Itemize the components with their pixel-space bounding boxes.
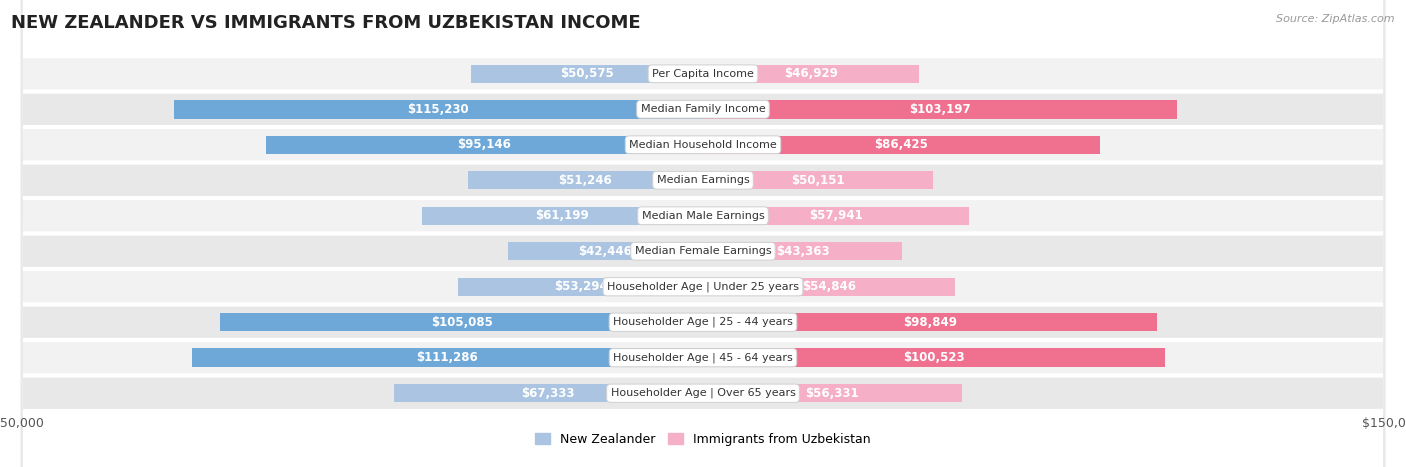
Text: Median Household Income: Median Household Income <box>628 140 778 150</box>
Bar <box>703 100 1177 119</box>
FancyBboxPatch shape <box>21 0 1385 467</box>
Text: $42,446: $42,446 <box>579 245 633 258</box>
Bar <box>266 135 703 154</box>
FancyBboxPatch shape <box>21 0 1385 467</box>
FancyBboxPatch shape <box>21 0 1385 467</box>
Text: $53,294: $53,294 <box>554 280 607 293</box>
Text: $98,849: $98,849 <box>903 316 957 329</box>
Bar <box>703 171 934 190</box>
Bar <box>703 277 955 296</box>
Text: $50,151: $50,151 <box>792 174 845 187</box>
Bar <box>703 348 1164 367</box>
Text: $105,085: $105,085 <box>430 316 492 329</box>
Text: Median Family Income: Median Family Income <box>641 104 765 114</box>
FancyBboxPatch shape <box>21 0 1385 467</box>
Bar <box>471 64 703 83</box>
Bar <box>703 64 918 83</box>
Bar <box>468 171 703 190</box>
Text: $103,197: $103,197 <box>910 103 970 116</box>
Text: Median Female Earnings: Median Female Earnings <box>634 246 772 256</box>
Bar <box>174 100 703 119</box>
Text: $61,199: $61,199 <box>536 209 589 222</box>
Text: $46,929: $46,929 <box>783 67 838 80</box>
Bar <box>458 277 703 296</box>
FancyBboxPatch shape <box>21 0 1385 467</box>
FancyBboxPatch shape <box>21 0 1385 467</box>
Bar <box>221 313 703 332</box>
Text: Per Capita Income: Per Capita Income <box>652 69 754 79</box>
Bar <box>703 242 903 261</box>
Text: $51,246: $51,246 <box>558 174 612 187</box>
Text: Householder Age | Under 25 years: Householder Age | Under 25 years <box>607 282 799 292</box>
Text: NEW ZEALANDER VS IMMIGRANTS FROM UZBEKISTAN INCOME: NEW ZEALANDER VS IMMIGRANTS FROM UZBEKIS… <box>11 14 641 32</box>
Text: Source: ZipAtlas.com: Source: ZipAtlas.com <box>1277 14 1395 24</box>
Text: Median Male Earnings: Median Male Earnings <box>641 211 765 221</box>
Text: $56,331: $56,331 <box>806 387 859 400</box>
Text: Householder Age | Over 65 years: Householder Age | Over 65 years <box>610 388 796 398</box>
Bar <box>703 313 1157 332</box>
Text: Householder Age | 45 - 64 years: Householder Age | 45 - 64 years <box>613 353 793 363</box>
Text: $100,523: $100,523 <box>903 351 965 364</box>
FancyBboxPatch shape <box>21 0 1385 467</box>
Bar <box>703 384 962 403</box>
FancyBboxPatch shape <box>21 0 1385 467</box>
Bar <box>422 206 703 225</box>
Bar <box>394 384 703 403</box>
Bar <box>703 135 1099 154</box>
Text: $115,230: $115,230 <box>408 103 470 116</box>
Text: $50,575: $50,575 <box>560 67 614 80</box>
Bar <box>191 348 703 367</box>
Text: $43,363: $43,363 <box>776 245 830 258</box>
Text: $111,286: $111,286 <box>416 351 478 364</box>
Text: $57,941: $57,941 <box>810 209 863 222</box>
Text: $86,425: $86,425 <box>875 138 928 151</box>
Text: Median Earnings: Median Earnings <box>657 175 749 185</box>
Text: $54,846: $54,846 <box>801 280 856 293</box>
Bar <box>703 206 969 225</box>
Bar <box>508 242 703 261</box>
FancyBboxPatch shape <box>21 0 1385 467</box>
FancyBboxPatch shape <box>21 0 1385 467</box>
Text: $95,146: $95,146 <box>457 138 512 151</box>
Legend: New Zealander, Immigrants from Uzbekistan: New Zealander, Immigrants from Uzbekista… <box>530 428 876 451</box>
Text: Householder Age | 25 - 44 years: Householder Age | 25 - 44 years <box>613 317 793 327</box>
Text: $67,333: $67,333 <box>522 387 575 400</box>
